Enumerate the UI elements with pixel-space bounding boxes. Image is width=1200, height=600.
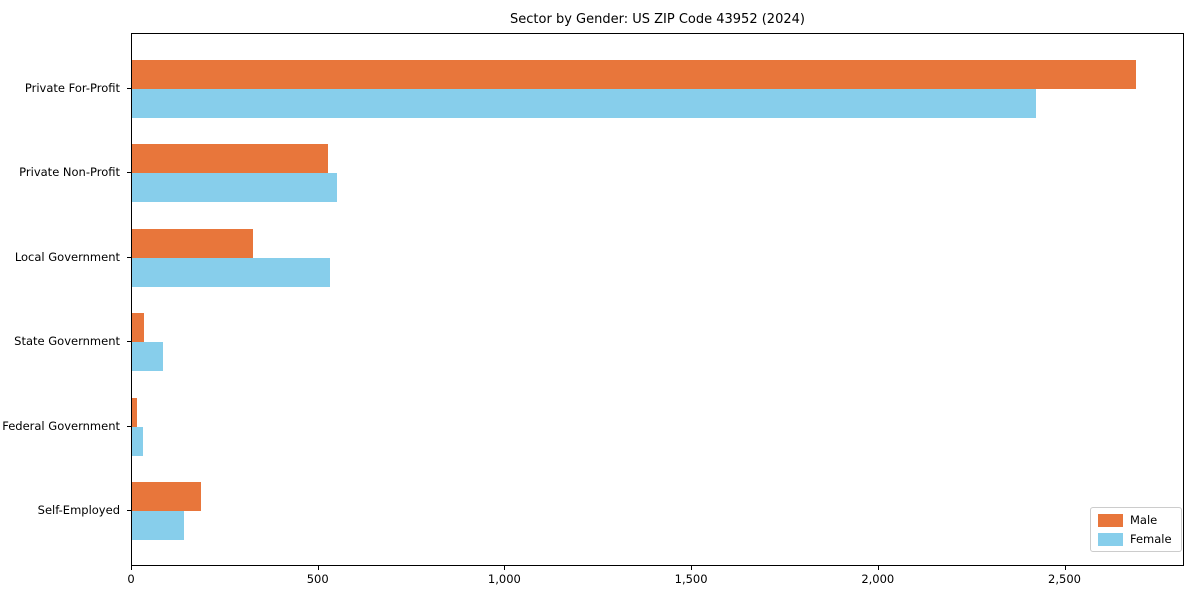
y-tick-mark [127, 87, 131, 89]
legend: Male Female [1090, 507, 1182, 552]
x-tick-mark [504, 566, 506, 570]
x-tick-mark [317, 566, 319, 570]
y-axis-label-self-employed: Self-Employed [37, 503, 120, 517]
bar-female-federal-government [132, 426, 143, 456]
bar-male-self-employed [132, 482, 201, 511]
bar-male-local-government [132, 228, 253, 258]
y-axis-label-state-government: State Government [14, 334, 120, 348]
y-axis-label-federal-government: Federal Government [2, 418, 120, 433]
bar-female-private-non-profit [132, 173, 337, 202]
y-tick-mark [127, 341, 131, 342]
y-tick-mark [127, 172, 131, 173]
y-axis-label-private-for-profit: Private For-Profit [24, 80, 120, 95]
y-axis-label-local-government: Local Government [14, 249, 120, 264]
bar-female-state-government [132, 342, 163, 371]
x-tick-label: 0 [127, 572, 135, 586]
bar-male-private-non-profit [132, 144, 328, 173]
x-tick-label: 2,500 [1048, 572, 1081, 586]
y-tick-mark [127, 425, 131, 427]
x-tick-label: 500 [306, 572, 329, 586]
bar-male-private-for-profit [132, 59, 1136, 89]
male-swatch-icon [1098, 513, 1123, 527]
y-axis-label-private-non-profit: Private Non-Profit [19, 165, 120, 179]
legend-entry-male: Male [1098, 513, 1172, 527]
legend-entry-female: Female [1098, 532, 1172, 546]
legend-label-female: Female [1130, 532, 1172, 546]
y-tick-mark [127, 256, 131, 258]
x-tick-mark [877, 566, 879, 570]
chart-title: Sector by Gender: US ZIP Code 43952 (202… [510, 12, 805, 27]
x-tick-label: 1,500 [674, 572, 708, 586]
x-tick-mark [131, 566, 132, 570]
plot-area [131, 33, 1184, 566]
x-tick-mark [691, 566, 693, 570]
bar-female-self-employed [132, 511, 184, 540]
x-tick-label: 1,000 [487, 572, 521, 586]
legend-label-male: Male [1130, 513, 1158, 527]
bar-male-state-government [132, 313, 144, 342]
bar-female-local-government [132, 257, 330, 287]
female-swatch-icon [1098, 532, 1123, 546]
y-tick-mark [127, 510, 131, 511]
x-tick-label: 2,000 [861, 572, 895, 586]
bar-female-private-for-profit [132, 88, 1036, 118]
bar-male-federal-government [132, 397, 137, 427]
x-tick-mark [1064, 566, 1066, 570]
